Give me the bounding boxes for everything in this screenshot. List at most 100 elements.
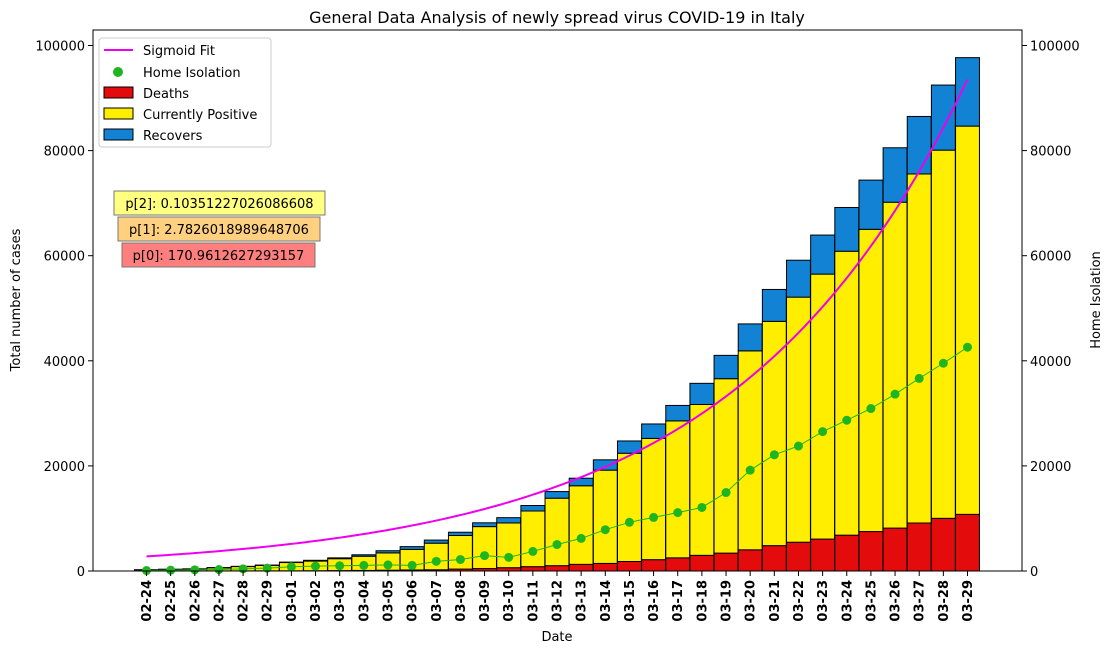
- bar-deaths: [617, 561, 641, 571]
- home-isolation-point: [891, 390, 900, 399]
- bar-recovers: [569, 478, 593, 486]
- bar-currently-positive: [593, 470, 617, 563]
- bar-recovers: [714, 355, 738, 378]
- bar-deaths: [835, 535, 859, 571]
- bar-recovers: [376, 551, 400, 553]
- bar-deaths: [956, 514, 980, 571]
- home-isolation-point: [842, 416, 851, 425]
- right-tick-label: 60000: [1030, 250, 1071, 265]
- bar-recovers: [762, 289, 786, 321]
- home-isolation-point: [504, 553, 513, 562]
- bar-currently-positive: [690, 404, 714, 555]
- home-isolation-point: [577, 534, 586, 543]
- x-tick-label: 03-12: [551, 580, 566, 622]
- right-tick-label: 80000: [1030, 145, 1071, 160]
- x-tick-label: 03-04: [357, 580, 372, 622]
- x-tick-label: 03-27: [913, 580, 928, 622]
- x-tick-label: 03-02: [309, 580, 324, 622]
- right-tick-label: 20000: [1030, 460, 1071, 475]
- x-tick-label: 03-10: [502, 580, 517, 622]
- bar-deaths: [811, 539, 835, 571]
- x-tick-label: 03-17: [671, 580, 686, 622]
- legend-label-home-isolation: Home Isolation: [143, 66, 241, 81]
- home-isolation-point: [673, 508, 682, 517]
- home-isolation-point: [818, 427, 827, 436]
- bar-currently-positive: [714, 379, 738, 553]
- bar-recovers: [473, 523, 497, 527]
- y-axis-title: Total number of cases: [9, 228, 24, 372]
- home-isolation-point: [722, 488, 731, 497]
- y2-axis-title: Home Isolation: [1089, 251, 1104, 349]
- bar-recovers: [883, 148, 907, 202]
- legend-swatch-currently-positive: [104, 108, 133, 119]
- x-tick-label: 02-27: [212, 580, 227, 622]
- x-tick-label: 03-29: [961, 580, 976, 622]
- bar-deaths: [642, 560, 666, 571]
- left-tick-label: 80000: [44, 145, 85, 160]
- x-tick-label: 03-25: [864, 580, 879, 622]
- bar-recovers: [642, 424, 666, 438]
- legend-label-recovers: Recovers: [143, 129, 203, 144]
- chart-title: General Data Analysis of newly spread vi…: [309, 8, 805, 27]
- x-tick-label: 03-22: [792, 580, 807, 622]
- home-isolation-point: [359, 561, 368, 570]
- x-tick-label: 03-03: [333, 580, 348, 622]
- bar-deaths: [545, 566, 569, 571]
- bar-recovers: [304, 560, 328, 561]
- home-isolation-point: [963, 343, 972, 352]
- param-box-label: p[0]: 170.9612627293157: [133, 249, 305, 264]
- bar-currently-positive: [666, 421, 690, 558]
- home-isolation-point: [335, 561, 344, 570]
- home-isolation-point: [287, 562, 296, 571]
- x-tick-label: 03-24: [840, 580, 855, 622]
- param-box-label: p[2]: 0.10351227026086608: [125, 197, 313, 212]
- bar-deaths: [521, 567, 545, 571]
- bar-recovers: [497, 518, 521, 523]
- home-isolation-point: [456, 555, 465, 564]
- bar-currently-positive: [738, 351, 762, 550]
- x-tick-label: 03-26: [889, 580, 904, 622]
- legend-home-isolation-swatch: [113, 67, 123, 77]
- home-isolation-point: [625, 518, 634, 527]
- bar-deaths: [569, 564, 593, 571]
- x-tick-label: 03-13: [575, 580, 590, 622]
- bar-recovers: [811, 235, 835, 274]
- x-tick-label: 03-05: [381, 580, 396, 622]
- home-isolation-point: [480, 551, 489, 560]
- x-tick-label: 02-25: [164, 580, 179, 622]
- home-isolation-point: [408, 561, 417, 570]
- home-isolation-point: [311, 562, 320, 571]
- home-isolation-point: [601, 525, 610, 534]
- x-tick-label: 03-06: [406, 580, 421, 622]
- home-isolation-point: [794, 442, 803, 451]
- x-tick-label: 03-21: [768, 580, 783, 622]
- x-tick-label: 03-19: [720, 580, 735, 622]
- bar-currently-positive: [956, 126, 980, 514]
- bar-deaths: [738, 550, 762, 571]
- home-isolation-point: [649, 513, 658, 522]
- x-tick-label: 03-14: [599, 580, 614, 622]
- bar-currently-positive: [811, 274, 835, 539]
- bar-recovers: [448, 532, 472, 535]
- home-isolation-point: [553, 540, 562, 549]
- bar-recovers: [352, 555, 376, 556]
- x-tick-label: 03-15: [623, 580, 638, 622]
- bar-deaths: [690, 555, 714, 571]
- bar-deaths: [593, 563, 617, 571]
- bar-deaths: [883, 528, 907, 571]
- x-tick-label: 02-28: [237, 580, 252, 622]
- bar-deaths: [907, 523, 931, 571]
- bar-recovers: [835, 207, 859, 251]
- left-tick-label: 20000: [44, 460, 85, 475]
- left-tick-label: 100000: [35, 40, 85, 55]
- bar-deaths: [787, 542, 811, 571]
- bar-recovers: [424, 540, 448, 543]
- x-axis-title: Date: [541, 630, 572, 645]
- home-isolation-point: [528, 547, 537, 556]
- bar-recovers: [907, 116, 931, 174]
